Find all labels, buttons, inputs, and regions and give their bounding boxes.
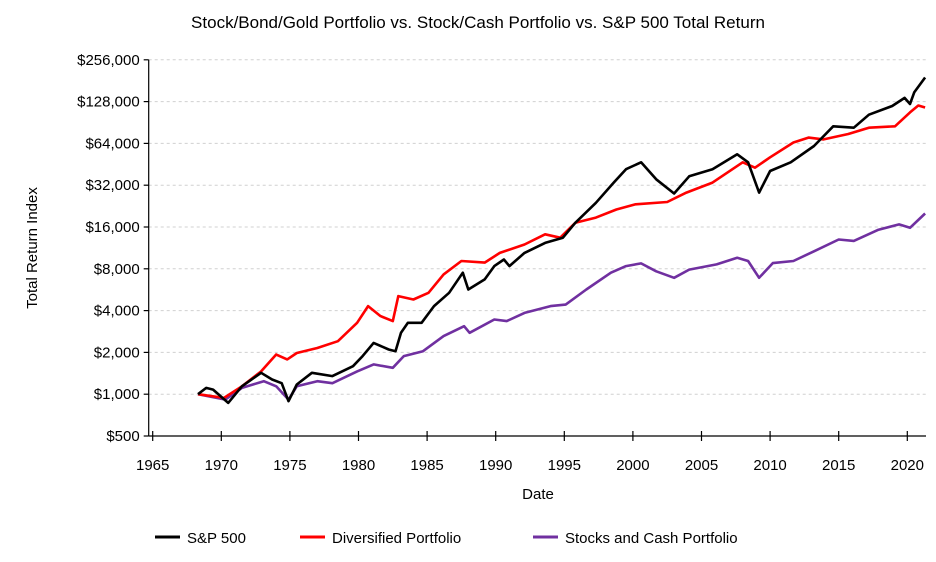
x-tick-label: 1985 (410, 457, 443, 474)
x-tick-label: 1990 (479, 457, 512, 474)
y-tick-label: $128,000 (77, 94, 140, 111)
series-line-stocks-and-cash-portfolio (197, 212, 926, 401)
gridlines (148, 59, 926, 395)
y-tick-label: $2,000 (94, 344, 140, 361)
x-tick-label: 1970 (205, 457, 238, 474)
y-axis: $500 $1,000 $2,000 $4,000 $8,000 $16,000 $32,0… (77, 52, 150, 445)
series-lines (197, 76, 927, 405)
y-tick-label: $256,000 (77, 52, 140, 69)
x-tick-label: 1975 (273, 457, 306, 474)
y-tick-label: $32,000 (85, 177, 139, 194)
x-tick-label: 2010 (753, 457, 786, 474)
x-tick-label: 2005 (685, 457, 718, 474)
x-tick-label: 1995 (548, 457, 581, 474)
legend-label: Diversified Portfolio (332, 530, 461, 547)
y-tick-label: $500 (106, 428, 139, 445)
y-tick-label: $16,000 (85, 219, 139, 236)
x-tick-label: 2015 (822, 457, 855, 474)
y-axis-label: Total Return Index (24, 187, 41, 309)
x-axis-label: Date (522, 486, 554, 503)
x-tick-label: 2020 (891, 457, 924, 474)
x-tick-label: 1965 (136, 457, 169, 474)
x-tick-label: 1980 (342, 457, 375, 474)
y-tick-label: $64,000 (85, 135, 139, 152)
series-line-s-p-500 (197, 76, 927, 405)
y-tick-label: $4,000 (94, 303, 140, 320)
legend-label: Stocks and Cash Portfolio (565, 530, 738, 547)
x-tick-label: 2000 (616, 457, 649, 474)
y-tick-label: $1,000 (94, 386, 140, 403)
y-tick-label: $8,000 (94, 261, 140, 278)
x-axis: 1965 1970 1975 1980 1985 1990 1995 2000 2005 2010… (136, 431, 926, 474)
series-line-diversified-portfolio (197, 104, 926, 400)
legend: S&P 500 Diversified Portfolio Stocks and C… (155, 530, 738, 547)
chart-title: Stock/Bond/Gold Portfolio vs. Stock/Cash… (191, 13, 765, 32)
legend-label: S&P 500 (187, 530, 246, 547)
